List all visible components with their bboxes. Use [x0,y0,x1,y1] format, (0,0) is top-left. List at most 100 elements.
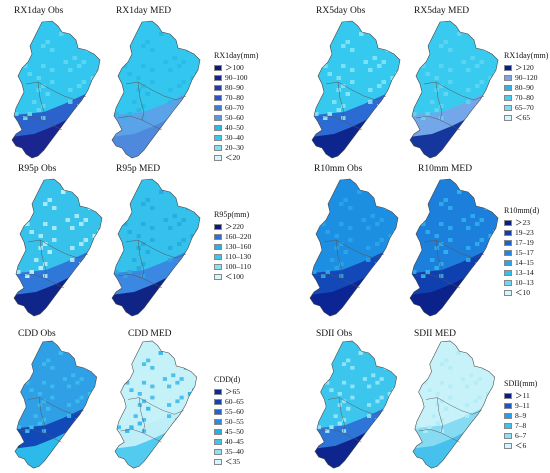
map-grid-cell [366,246,371,250]
map-grid-cell [25,362,30,366]
map-grid-cell [41,380,47,385]
map-grid-cell [29,425,34,430]
map-grid-cell [190,76,195,80]
legend-item: 80–90 [214,83,258,93]
map-grid-cell [479,60,484,64]
map-grid-cell [79,262,84,266]
map-grid-cell [435,392,440,396]
map-grid-cell [457,190,462,194]
map-grid-cell [118,246,123,250]
map-grid-cell [466,100,471,104]
map-grid-cell [29,270,34,274]
province-border [320,428,362,443]
legend-swatch [214,459,222,465]
map-grid-cell [412,112,417,116]
map-grid-cell [68,88,73,92]
map-grid-cell [150,48,155,52]
map-grid-cell [412,218,417,222]
map-grid-cell [23,116,28,120]
legend-item: ＜20 [214,153,258,163]
map-grid-cell [439,362,445,366]
map-outline [13,178,103,317]
map-grid-cell [321,202,326,206]
province-border [127,397,184,415]
map-grid-cell [95,104,100,108]
map-grid-cell [345,92,350,96]
legend-swatch [504,85,512,91]
map-grid-cell [477,358,482,363]
map-grid-cell [33,414,38,418]
map-grid-cell [485,392,491,396]
legend-label: 7–8 [515,421,527,431]
map-grid-cell [50,68,55,72]
legend-label: ＞120 [515,63,534,73]
map-grid-cell [439,274,444,278]
map-grid-cell [121,373,126,378]
map-grid-cell [439,222,444,226]
map-grid-cell [116,347,122,352]
map-grid-cell [195,262,200,266]
map-grid-cell [439,399,445,404]
map-grid-cell [77,32,82,36]
map-grid-cell [70,258,75,262]
map-grid-cell [114,28,119,32]
map-grid-cell [121,354,126,359]
map-grid-cell [485,429,491,433]
map-outline [311,20,401,159]
map-grid-cell [325,190,330,194]
legend-label: 15–17 [515,248,534,258]
map-outline [412,340,496,469]
map-grid-cell [146,358,151,363]
legend-swatch [504,240,512,246]
map-grid-cell [485,362,491,366]
legend-swatch [214,95,222,101]
map-grid-cell [123,64,128,68]
map-outline [409,178,499,317]
legend-item: 130–160 [214,242,251,252]
map-grid-cell [341,399,347,404]
map-grid-cell [379,218,384,222]
map-grid-cell [475,262,480,266]
map-grid-cell [392,351,397,355]
map-grid-cell [488,44,493,48]
map-grid-cell [312,186,317,190]
legend-label: ＞100 [225,63,244,73]
legend-swatch [504,280,512,286]
map-grid-cell [390,116,395,120]
legend-item: 40–45 [214,437,244,447]
legend-item: 50–60 [214,113,258,123]
map-grid-cell [177,64,182,68]
map-grid-cell [339,202,344,206]
legend-label: 90–100 [225,73,248,83]
map-grid-cell [187,362,193,366]
map-grid-cell [412,270,417,274]
map-grid-cell [475,242,480,246]
map-grid-cell [83,218,88,222]
map-grid-cell [125,362,130,366]
map-grid-cell [312,186,317,190]
map-grid-cell [339,242,344,246]
map-grid-cell [150,68,155,72]
legend-swatch [214,409,222,415]
map-grid-cell [434,76,439,80]
province-border [337,81,345,121]
map-grid-cell [316,425,322,430]
legend-item: 90–100 [214,73,258,83]
legend-swatch [214,85,222,91]
legend-swatch [214,224,222,230]
map-grid-cell [321,354,326,359]
map-grid-cell [427,425,432,430]
map-grid-cell [87,392,93,396]
map-grid-cell [16,186,21,190]
legend-item: ＜35 [214,457,244,467]
map-grid-cell [50,48,55,52]
map-grid-cell [77,84,82,88]
map-grid-cell [23,64,28,68]
map-grid-cell [137,392,142,396]
map-grid-cell [443,250,448,254]
legend-swatch [214,234,222,240]
map-grid-cell [43,274,48,278]
map-grid-cell [16,377,22,381]
map-grid-cell [393,190,398,194]
map-grid-cell [171,373,176,378]
